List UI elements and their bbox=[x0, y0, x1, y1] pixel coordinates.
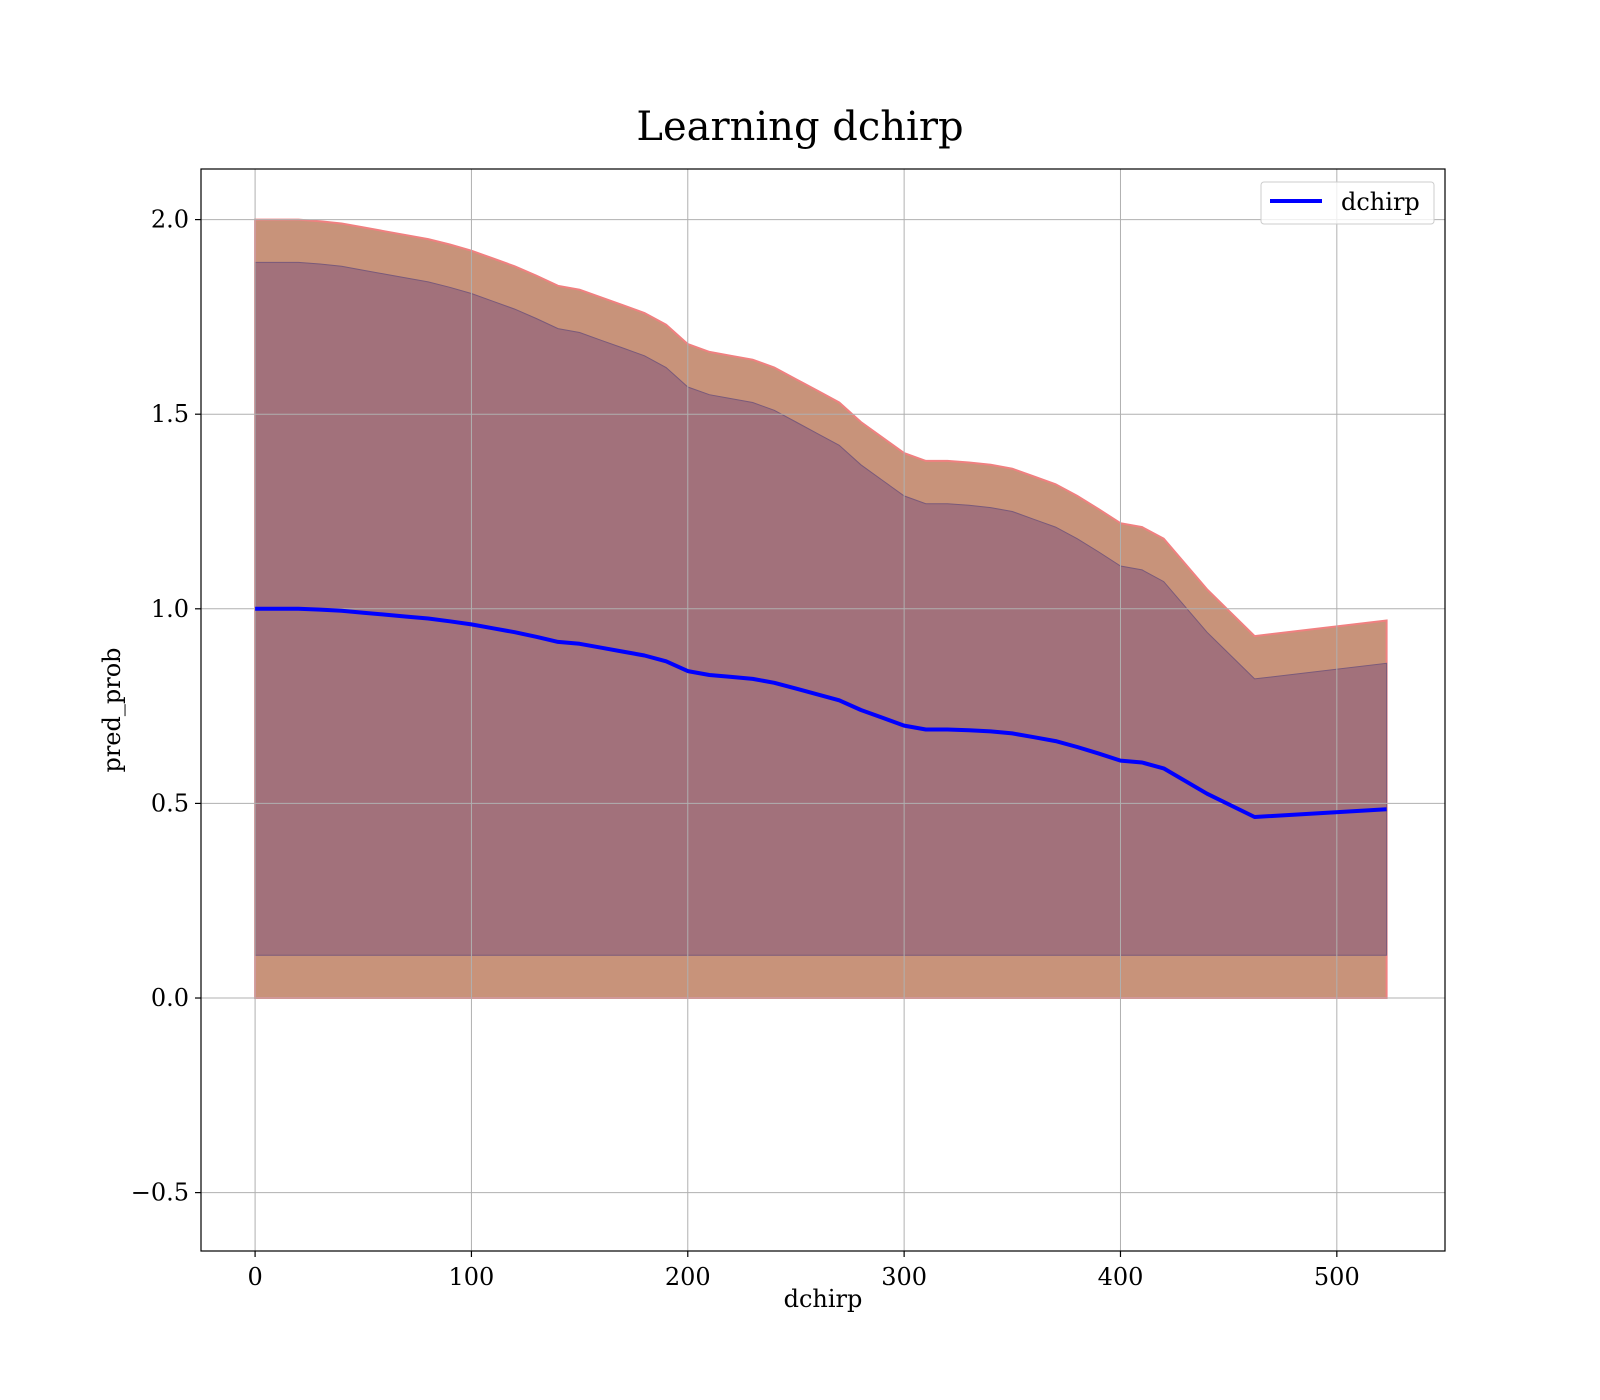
x-tick-label: 300 bbox=[881, 1263, 927, 1291]
plot-frame bbox=[200, 168, 1446, 1252]
y-axis-label: pred_prob bbox=[98, 647, 126, 772]
x-axis-ticks: 0 100 200 300 400 500 bbox=[247, 1251, 1360, 1291]
y-tick-label: 1.5 bbox=[151, 400, 189, 428]
series-lines bbox=[255, 606, 1387, 819]
series-line-dchirp bbox=[255, 606, 1387, 819]
legend: dchirp bbox=[1260, 181, 1435, 225]
legend-label: dchirp bbox=[1341, 188, 1420, 216]
x-tick-label: 500 bbox=[1314, 1263, 1360, 1291]
grid-lines bbox=[201, 169, 1445, 1251]
x-tick-label: 400 bbox=[1098, 1263, 1144, 1291]
x-axis-label: dchirp bbox=[784, 1285, 863, 1313]
y-axis-ticks: −0.5 0.0 0.5 1.0 1.5 2.0 bbox=[131, 206, 201, 1207]
y-tick-label: 0.0 bbox=[151, 984, 189, 1012]
x-tick-label: 200 bbox=[665, 1263, 711, 1291]
y-tick-label: 0.5 bbox=[151, 789, 189, 817]
legend-box bbox=[1260, 181, 1435, 225]
y-tick-label: 2.0 bbox=[151, 206, 189, 234]
x-tick-label: 0 bbox=[247, 1263, 262, 1291]
x-tick-label: 100 bbox=[449, 1263, 495, 1291]
y-tick-label: 1.0 bbox=[151, 595, 189, 623]
chart-title: Learning dchirp bbox=[636, 104, 963, 150]
y-tick-label: −0.5 bbox=[131, 1179, 189, 1207]
plot-area bbox=[201, 169, 1445, 1251]
